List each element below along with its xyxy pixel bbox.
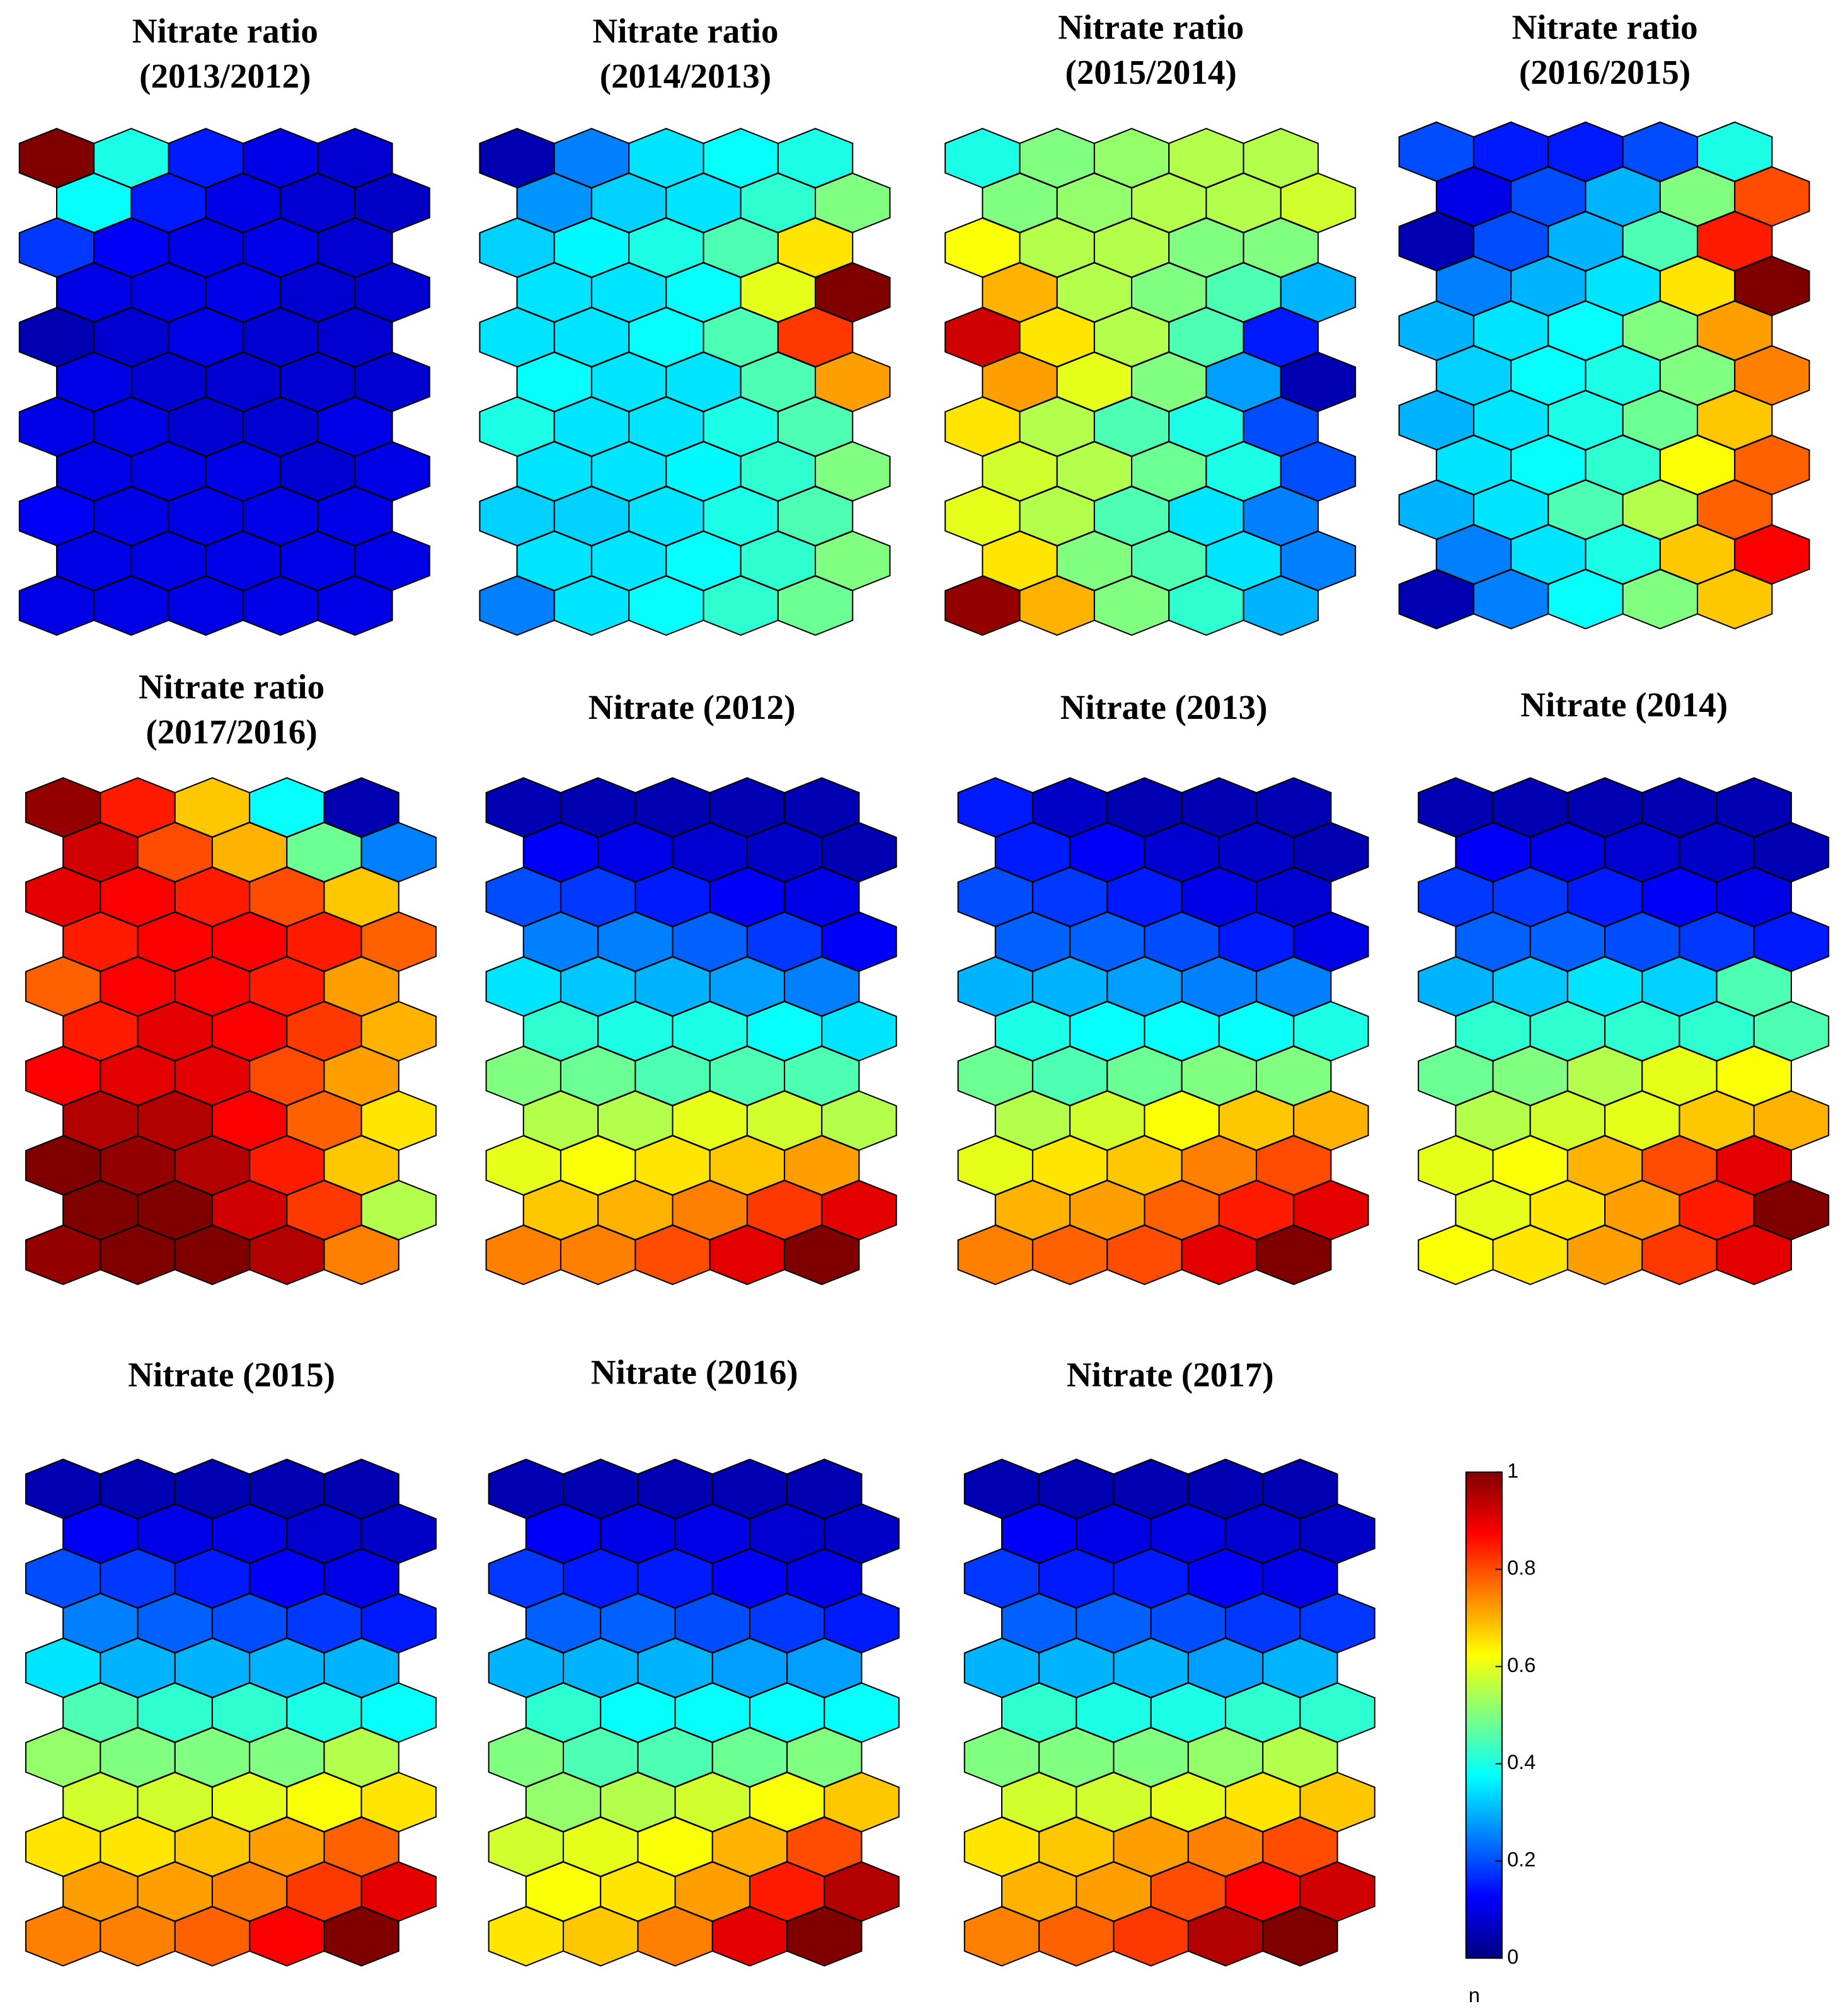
hex-cell (323, 1224, 399, 1285)
map-title: Nitrate (2015) (128, 1355, 335, 1394)
map-title: Nitrate ratio (592, 12, 778, 50)
hex-cell (1243, 575, 1319, 636)
hex-cell (1262, 1906, 1338, 1967)
map-title: (2013/2012) (139, 57, 311, 95)
map-title: Nitrate (2013) (1060, 688, 1268, 726)
map-title: Nitrate ratio (1058, 8, 1244, 47)
hex-cell (317, 575, 393, 636)
map-title: (2016/2015) (1519, 53, 1690, 91)
colorbar-tick-label: 1 (1507, 1458, 1518, 1482)
map-title: (2015/2014) (1065, 53, 1237, 91)
map-title: (2014/2013) (600, 57, 771, 95)
map-title: (2017/2016) (146, 713, 317, 751)
map-title: Nitrate (2014) (1520, 685, 1728, 724)
colorbar-tick-label: 0.8 (1507, 1556, 1535, 1579)
hex-cell (786, 1906, 863, 1967)
map-title: Nitrate (2017) (1067, 1355, 1274, 1394)
map-title: Nitrate (2012) (588, 688, 796, 726)
map-title: Nitrate ratio (139, 668, 324, 706)
map-title: Nitrate ratio (1512, 8, 1698, 47)
colorbar-tick-label: 0.6 (1507, 1653, 1535, 1676)
hex-cell (1256, 1224, 1332, 1285)
colorbar (1465, 1471, 1503, 1959)
hex-cell (323, 1906, 399, 1967)
colorbar-label: n (1469, 1983, 1480, 2007)
hex-cell (784, 1224, 860, 1285)
colorbar-tick-label: 0.2 (1507, 1848, 1535, 1871)
hex-cell (1716, 1224, 1793, 1285)
hex-cell (777, 575, 854, 636)
map-title: Nitrate ratio (132, 12, 318, 50)
map-title: Nitrate (2016) (591, 1353, 798, 1391)
colorbar-tick-label: 0.4 (1507, 1750, 1535, 1773)
hex-cell (1697, 568, 1773, 630)
colorbar-tick-label: 0 (1507, 1945, 1518, 1968)
